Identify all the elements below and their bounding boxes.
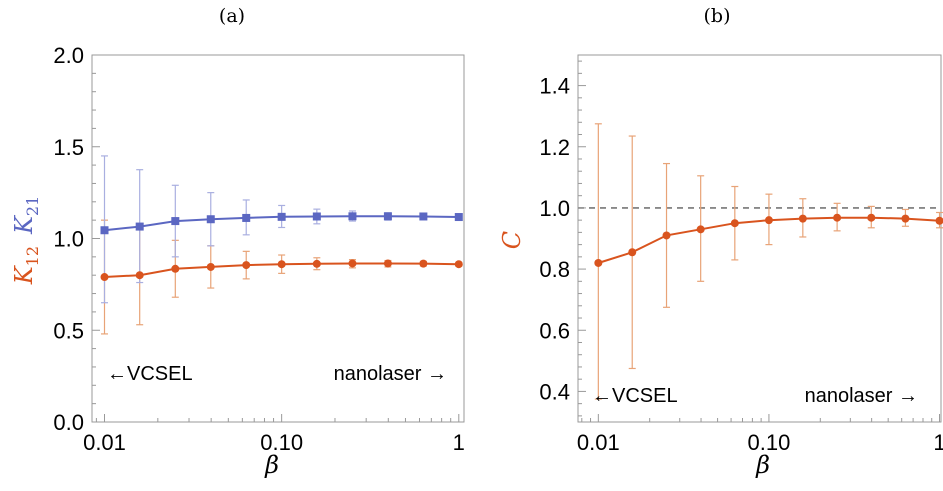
panel-b-frame <box>577 54 942 423</box>
panel-a-ylabel-k12-main: K <box>10 264 38 285</box>
y-tick-label: 1.4 <box>539 74 570 99</box>
data-point-circle <box>628 248 637 257</box>
data-point-circle <box>594 258 603 267</box>
data-point-circle <box>312 259 321 268</box>
data-point-circle <box>867 213 876 222</box>
data-point-circle <box>662 231 671 240</box>
data-point-circle <box>277 260 286 269</box>
data-point-circle <box>206 262 215 271</box>
panel-a-ylabel-k21-sub: 21 <box>23 196 42 216</box>
y-tick-label: 0.0 <box>53 410 84 435</box>
panel-b-tick-labels: 0.01 0.10 1 0.4 0.6 0.8 1.0 1.2 1.4 <box>539 74 943 455</box>
data-point-square <box>277 212 286 221</box>
data-point-circle <box>833 213 842 222</box>
y-tick-label: 1.5 <box>53 135 84 160</box>
panel-a-xlabel: β <box>264 451 279 479</box>
panel-a-ticks <box>92 54 460 423</box>
data-point-square <box>348 212 357 221</box>
data-point-square <box>100 226 109 235</box>
x-tick-label: 1 <box>453 430 465 455</box>
data-point-square <box>171 217 180 226</box>
panel-b-xlabel: β <box>755 451 770 479</box>
data-point-square <box>206 215 215 224</box>
panel-a-tick-labels: 0.01 0.10 1 0.0 0.5 1.0 1.5 2.0 <box>53 43 465 455</box>
x-tick-label: 0.10 <box>260 430 303 455</box>
data-point-square <box>242 213 251 222</box>
panel-a-annotation-vcsel: ←VCSEL <box>107 363 193 385</box>
data-point-square <box>383 212 392 221</box>
data-point-circle <box>242 261 251 270</box>
x-tick-label: 0.01 <box>577 430 620 455</box>
panel-b-annotation-nanolaser: nanolaser → <box>805 385 918 407</box>
data-point-square <box>312 212 321 221</box>
data-point-square <box>454 213 463 222</box>
svg-text:K12K21: K12K21 <box>10 196 42 286</box>
data-point-circle <box>901 214 910 223</box>
data-point-circle <box>348 259 357 268</box>
data-point-circle <box>798 214 807 223</box>
panel-a-ylabel-k12-sub: 12 <box>23 246 42 266</box>
panel-a-annotation-nanolaser: nanolaser → <box>334 363 447 385</box>
y-tick-label: 0.4 <box>539 379 570 404</box>
data-point-circle <box>764 216 773 225</box>
y-tick-label: 2.0 <box>53 43 84 68</box>
data-point-circle <box>696 225 705 234</box>
data-point-square <box>419 212 428 221</box>
x-tick-label: 0.01 <box>83 430 126 455</box>
panel-a-label: (a) <box>219 5 245 27</box>
y-tick-label: 0.8 <box>539 257 570 282</box>
panel-b: (b) 0.01 0.10 1 0.4 0.6 0.8 1.0 1.2 1.4 β C ←VCS… <box>498 5 943 479</box>
data-point-circle <box>730 219 739 228</box>
data-point-square <box>135 222 144 231</box>
panel-a: (a) 0.01 0.10 10.00.51.01.52.0 β K12K21 ←V… <box>10 5 465 479</box>
panel-b-annotation-vcsel: ←VCSEL <box>592 385 678 407</box>
panel-b-ylabel: C <box>498 231 526 249</box>
y-tick-label: 1.0 <box>539 196 570 221</box>
panel-a-ylabel: K12K21 <box>10 196 42 286</box>
y-tick-label: 1.2 <box>539 135 570 160</box>
data-point-circle <box>135 271 144 280</box>
x-tick-label: 0.10 <box>748 430 791 455</box>
y-tick-label: 0.6 <box>539 318 570 343</box>
data-point-circle <box>171 264 180 273</box>
y-tick-label: 1.0 <box>53 227 84 252</box>
data-point-circle <box>454 260 463 269</box>
data-point-circle <box>935 216 943 225</box>
y-tick-label: 0.5 <box>53 318 84 343</box>
data-point-circle <box>383 259 392 268</box>
panel-a-ylabel-k21-main: K <box>10 214 38 235</box>
panel-a-markers <box>100 212 463 282</box>
data-point-circle <box>100 273 109 282</box>
x-tick-label: 1 <box>933 430 943 455</box>
panel-b-ticks <box>578 60 941 422</box>
panel-b-error-bars <box>594 123 943 400</box>
panel-b-label: (b) <box>704 5 731 27</box>
panel-a-error-bars <box>101 155 463 335</box>
data-point-circle <box>419 259 428 268</box>
panel-b-markers <box>594 213 943 267</box>
